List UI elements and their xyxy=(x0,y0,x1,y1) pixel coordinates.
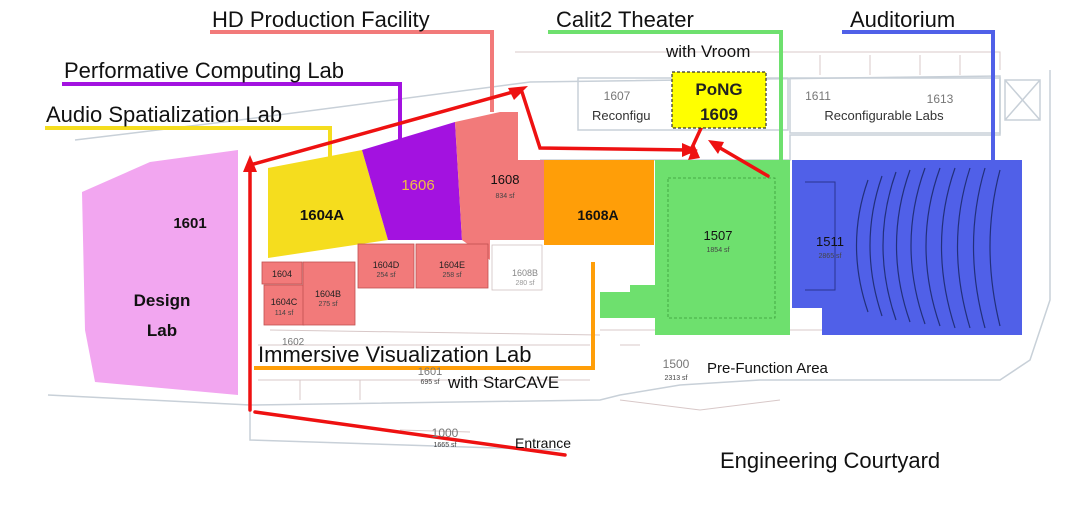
room-1611: 1611 xyxy=(805,89,831,103)
room-1607-label: Reconfigu xyxy=(592,108,651,123)
room-1601: 1601 xyxy=(173,215,206,232)
engineering-courtyard-label: Engineering Courtyard xyxy=(720,448,940,473)
reconfigurable-labs-label: Reconfigurable Labs xyxy=(824,108,944,123)
auditorium-stage-line xyxy=(805,181,836,291)
room-1601-lower-sf: 695 sf xyxy=(420,379,439,386)
room-1604b: 1604B xyxy=(315,289,341,299)
room-1613: 1613 xyxy=(927,92,954,106)
room-1604a: 1604A xyxy=(300,207,344,224)
room-1511: 1511 xyxy=(816,234,844,249)
room-1608a: 1608A xyxy=(577,207,618,223)
building-outline xyxy=(47,51,1051,451)
room-1507: 1507 xyxy=(704,228,733,243)
calit2-theater-area xyxy=(600,160,790,335)
room-1608b-area xyxy=(491,244,543,291)
room-1500: 1500 xyxy=(663,357,690,371)
room-1604c-sf: 114 sf xyxy=(275,310,294,317)
design-lab-label-line1: Design xyxy=(134,291,191,310)
facility-callout-lines xyxy=(45,30,995,370)
auditorium-seating xyxy=(855,167,1001,329)
pong-label: PoNG xyxy=(695,80,742,99)
route-arrows xyxy=(248,88,770,457)
room-1604d-sf: 254 sf xyxy=(376,272,395,279)
design-lab-label-line2: Lab xyxy=(147,321,177,340)
performative-lab-area xyxy=(362,122,462,240)
performative-computing-label: Performative Computing Lab xyxy=(64,58,344,83)
immersive-visualization-label: Immersive Visualization Lab xyxy=(258,342,532,367)
design-lab-area xyxy=(82,150,238,395)
pong-room-number: 1609 xyxy=(700,105,738,124)
room-1601-lower: 1601 xyxy=(418,366,442,378)
immersive-subtitle: with StarCAVE xyxy=(447,373,559,392)
immersive-lab-area xyxy=(544,160,654,245)
entrance-label: Entrance xyxy=(515,435,571,451)
audio-lab-area xyxy=(268,150,388,258)
hd-production-label: HD Production Facility xyxy=(212,7,430,32)
room-1511-sf: 2865 sf xyxy=(819,253,842,260)
calit2-subtitle: with Vroom xyxy=(665,42,750,61)
room-1604e-sf: 258 sf xyxy=(442,272,461,279)
room-1000: 1000 xyxy=(432,426,459,440)
room-1608-sf: 834 sf xyxy=(495,193,514,200)
room-1604e: 1604E xyxy=(439,260,465,270)
calit2-theater-label: Calit2 Theater xyxy=(556,7,694,32)
room-1604: 1604 xyxy=(272,269,292,279)
route-arrowheads xyxy=(243,86,724,172)
pong-box xyxy=(671,71,767,129)
room-1608b-sf: 280 sf xyxy=(515,280,534,287)
room-1606: 1606 xyxy=(401,177,434,194)
room-1507-sf: 1854 sf xyxy=(707,247,730,254)
hd-production-subrooms xyxy=(261,243,489,326)
prefunction-label: Pre-Function Area xyxy=(707,360,829,377)
room-1604c: 1604C xyxy=(271,297,298,307)
auditorium-label: Auditorium xyxy=(850,7,955,32)
room-1607: 1607 xyxy=(604,89,631,103)
room-1604d: 1604D xyxy=(373,260,400,270)
calit2-inner-outline xyxy=(667,177,776,319)
room-1500-sf: 2313 sf xyxy=(665,375,688,382)
auditorium-area xyxy=(792,160,1022,335)
hd-production-area xyxy=(455,112,545,260)
room-1604b-sf: 275 sf xyxy=(318,301,337,308)
room-1608b: 1608B xyxy=(512,268,538,278)
room-1602: 1602 xyxy=(282,337,305,348)
audio-spatialization-label: Audio Spatialization Lab xyxy=(46,102,282,127)
room-1608: 1608 xyxy=(491,172,520,187)
room-1000-sf: 1665 sf xyxy=(434,442,457,449)
